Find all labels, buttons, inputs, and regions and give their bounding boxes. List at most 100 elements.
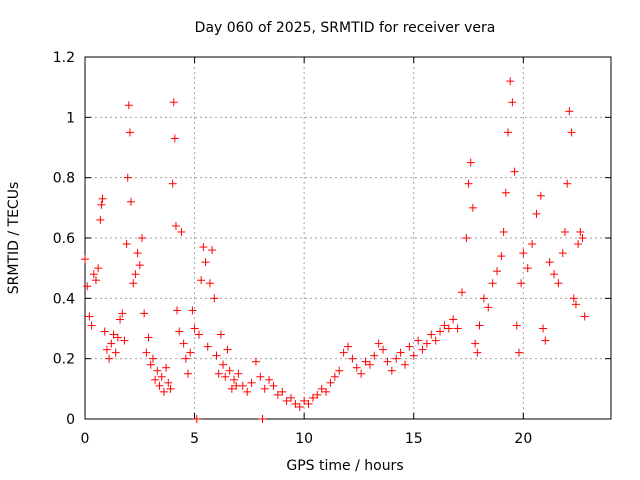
data-point — [322, 387, 331, 396]
x-tick-label: 0 — [81, 431, 90, 447]
data-point — [94, 264, 103, 273]
data-point — [192, 415, 201, 423]
data-point — [475, 321, 484, 330]
data-point — [512, 321, 521, 330]
y-axis-label: SRMTID / TECUs — [6, 182, 22, 295]
data-point — [179, 339, 188, 348]
data-point — [157, 372, 166, 381]
data-point — [479, 294, 488, 303]
axis-ticks: 0 5 10 15 20 0 0.2 0.4 0.6 0.8 1 1.2 — [53, 50, 611, 447]
data-point — [554, 279, 563, 288]
data-point — [365, 360, 374, 369]
x-tick-label: 10 — [295, 431, 313, 447]
data-point — [159, 387, 168, 396]
data-point — [405, 342, 414, 351]
x-tick-label: 15 — [405, 431, 423, 447]
data-point — [97, 200, 106, 209]
data-point — [330, 372, 339, 381]
data-point — [81, 255, 89, 264]
data-point — [418, 345, 427, 354]
data-point — [169, 98, 178, 107]
data-point — [120, 336, 129, 345]
data-point — [87, 321, 96, 330]
data-point — [251, 357, 260, 366]
data-point — [392, 354, 401, 363]
data-point — [144, 333, 153, 342]
data-point — [335, 366, 344, 375]
data-point — [171, 221, 180, 230]
data-point — [201, 258, 210, 267]
data-point — [225, 366, 234, 375]
data-point — [105, 354, 114, 363]
data-point — [278, 387, 287, 396]
data-point — [449, 315, 458, 324]
data-point — [91, 276, 100, 285]
data-point — [396, 348, 405, 357]
y-tick-label: 0 — [66, 412, 75, 428]
data-point — [181, 354, 190, 363]
data-point — [223, 345, 232, 354]
data-point — [135, 261, 144, 270]
data-point — [166, 384, 175, 393]
y-tick-label: 1 — [66, 110, 75, 126]
data-point — [199, 243, 208, 252]
data-point — [370, 351, 379, 360]
data-point — [339, 348, 348, 357]
x-axis-label: GPS time / hours — [286, 458, 403, 474]
data-point — [291, 399, 300, 408]
y-tick-label: 0.6 — [53, 231, 75, 247]
data-point — [269, 381, 278, 390]
data-point — [464, 179, 473, 188]
data-point — [300, 396, 309, 405]
data-point — [221, 372, 230, 381]
data-point — [304, 399, 313, 408]
data-point — [123, 173, 132, 182]
data-point — [313, 390, 322, 399]
data-point — [576, 227, 585, 236]
data-point — [124, 101, 133, 110]
data-point — [162, 363, 171, 372]
data-point — [497, 252, 506, 261]
data-point — [194, 330, 203, 339]
data-point — [528, 240, 537, 249]
data-point — [85, 312, 94, 321]
data-point — [227, 384, 236, 393]
data-point — [122, 240, 131, 249]
data-point — [186, 348, 195, 357]
data-point — [129, 279, 138, 288]
data-point — [545, 258, 554, 267]
data-point — [188, 306, 197, 315]
data-point — [282, 396, 291, 405]
data-point — [205, 279, 214, 288]
data-point — [109, 330, 118, 339]
data-point — [400, 360, 409, 369]
plot-frame — [84, 56, 612, 420]
data-point — [208, 246, 217, 255]
data-point — [563, 179, 572, 188]
data-point — [177, 227, 186, 236]
data-point — [151, 375, 160, 384]
data-point — [453, 324, 462, 333]
data-point — [326, 378, 335, 387]
data-point — [387, 366, 396, 375]
data-point — [379, 345, 388, 354]
data-point — [519, 249, 528, 258]
data-point — [352, 363, 361, 372]
data-point — [523, 264, 532, 273]
data-point — [243, 387, 252, 396]
data-point — [567, 128, 576, 137]
data-point — [168, 179, 177, 188]
data-point — [457, 288, 466, 297]
data-point — [118, 309, 127, 318]
data-point — [102, 345, 111, 354]
x-tick-label: 5 — [190, 431, 199, 447]
data-point — [146, 360, 155, 369]
data-point — [501, 188, 510, 197]
data-point — [468, 203, 477, 212]
data-point — [317, 384, 326, 393]
data-point — [107, 339, 116, 348]
data-point — [466, 158, 475, 167]
data-point — [508, 98, 517, 107]
data-point — [422, 339, 431, 348]
